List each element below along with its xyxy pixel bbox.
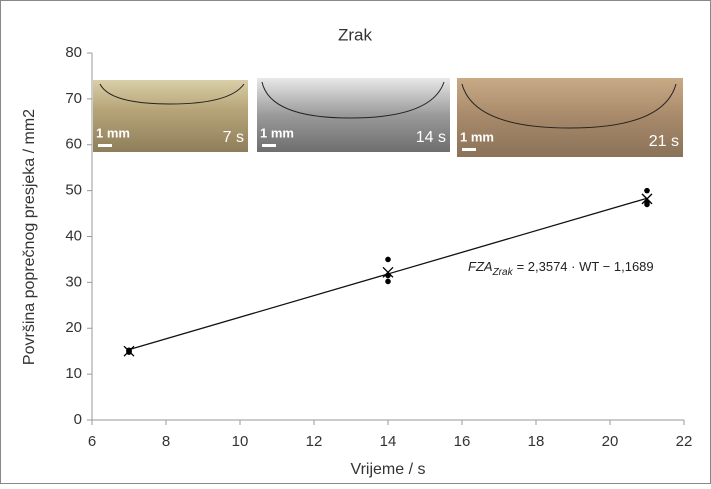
- x-tick-label: 16: [454, 433, 471, 450]
- y-tick-label: 40: [65, 227, 82, 244]
- micrograph: [93, 80, 248, 152]
- fusion-boundary: [261, 81, 445, 119]
- x-tick-label: 8: [162, 433, 170, 450]
- equation-rhs: = 2,3574 · WT − 1,1689: [517, 259, 654, 274]
- time-label: 7 s: [223, 129, 244, 146]
- x-tick-label: 20: [602, 433, 619, 450]
- x-tick-label: 22: [676, 433, 693, 450]
- y-tick-label: 0: [74, 411, 82, 428]
- fusion-boundary: [461, 83, 677, 129]
- fusion-boundary: [99, 83, 245, 105]
- y-axis-label: Površina poprečnog presjeka / mm2: [21, 109, 38, 365]
- inset-images: 1 mm 7 s 1 mm 14 s 1 mm 21 s: [93, 78, 683, 157]
- scale-bar: [262, 144, 276, 147]
- x-tick-label: 10: [232, 433, 249, 450]
- micrograph: [457, 78, 683, 157]
- y-tick-label: 80: [65, 44, 82, 61]
- data-point: [385, 256, 391, 263]
- scale-bar: [98, 144, 112, 147]
- x-tick-label: 14: [380, 433, 397, 450]
- data-point: [644, 201, 650, 208]
- x-tick-label: 18: [528, 433, 545, 450]
- y-tick-label: 70: [65, 90, 82, 107]
- mean-marker: [123, 345, 135, 357]
- y-tick-label: 60: [65, 136, 82, 153]
- data-point: [644, 187, 650, 194]
- y-tick-label: 10: [65, 365, 82, 382]
- scale-label: 1 mm: [460, 129, 494, 144]
- scale-bar: [462, 148, 476, 151]
- scale-label: 1 mm: [96, 125, 130, 140]
- x-tick-label: 6: [88, 433, 96, 450]
- y-tick-label: 30: [65, 273, 82, 290]
- mean-marker: [641, 193, 653, 205]
- trendline-equation: FZAZrak = 2,3574 · WT − 1,1689: [468, 259, 654, 277]
- y-tick-label: 20: [65, 319, 82, 336]
- y-tick-label: 50: [65, 182, 82, 199]
- data-point: [385, 278, 391, 285]
- time-label: 14 s: [416, 129, 446, 146]
- equation-sub: Zrak: [492, 267, 514, 278]
- x-tick-label: 12: [306, 433, 323, 450]
- micrograph: [257, 78, 450, 152]
- scale-label: 1 mm: [260, 125, 294, 140]
- mean-marker: [382, 266, 394, 278]
- equation-lhs: FZA: [468, 259, 493, 274]
- chart-title: Zrak: [338, 25, 373, 44]
- x-axis-label: Vrijeme / s: [351, 461, 426, 478]
- time-label: 21 s: [649, 133, 679, 150]
